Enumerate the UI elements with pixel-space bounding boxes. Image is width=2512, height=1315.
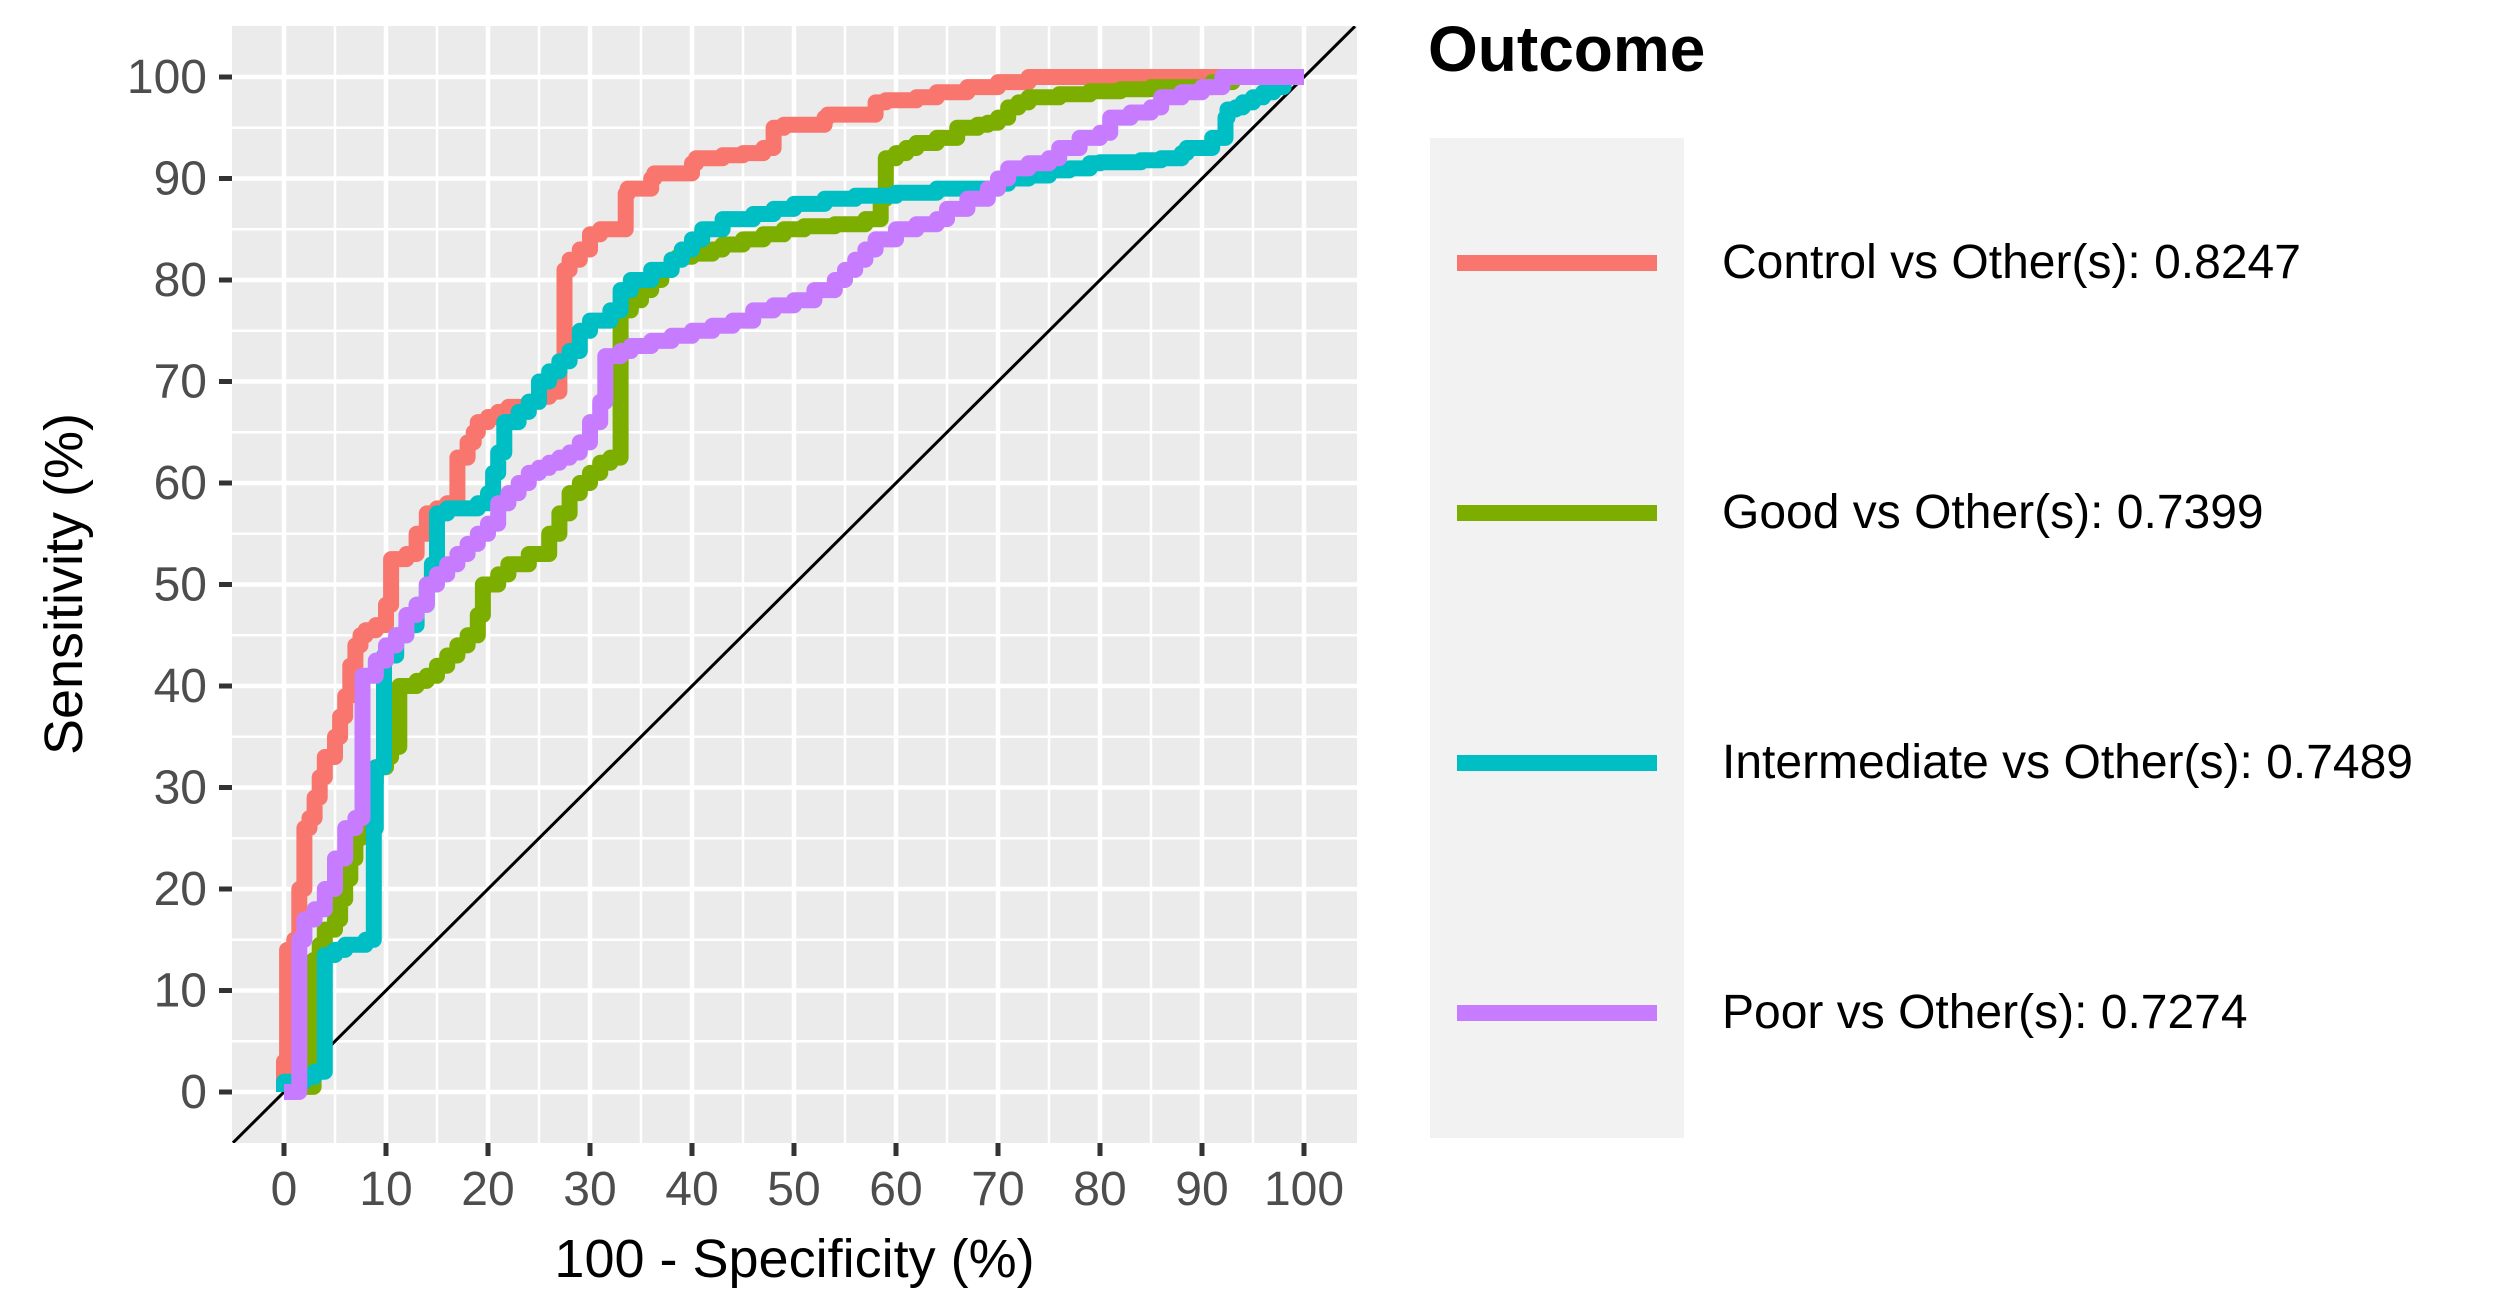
x-axis-title: 100 - Specificity (%) — [554, 1229, 1035, 1289]
y-axis-title: Sensitivity (%) — [34, 412, 94, 756]
roc-curve-poor — [284, 69, 1304, 1100]
y-tick-label: 50 — [154, 559, 207, 612]
reference-diagonal-line — [232, 26, 1357, 1143]
y-tick-label: 70 — [154, 356, 207, 409]
legend-key-line — [1457, 1005, 1657, 1021]
x-tick-label: 70 — [971, 1163, 1024, 1216]
y-tick-label: 40 — [154, 660, 207, 713]
y-tick-label: 10 — [154, 965, 207, 1018]
x-tick-label: 100 — [1264, 1163, 1344, 1216]
y-tick-label: 20 — [154, 863, 207, 916]
legend-entry-label: Control vs Other(s): 0.8247 — [1722, 236, 2301, 289]
legend-entry-label: Intermediate vs Other(s): 0.7489 — [1722, 736, 2413, 789]
x-tick-label: 50 — [767, 1163, 820, 1216]
x-tick-label: 30 — [563, 1163, 616, 1216]
legend-title: Outcome — [1428, 13, 1706, 85]
x-tick-label: 60 — [869, 1163, 922, 1216]
y-tick-label: 80 — [154, 254, 207, 307]
x-tick-label: 20 — [461, 1163, 514, 1216]
y-tick-label: 100 — [127, 51, 207, 104]
roc-curve-control — [276, 69, 1304, 1092]
legend-entry-label: Good vs Other(s): 0.7399 — [1722, 486, 2264, 539]
x-tick-label: 40 — [665, 1163, 718, 1216]
legend-key-line — [1457, 255, 1657, 271]
y-tick-label: 0 — [180, 1066, 207, 1119]
legend-key-line — [1457, 505, 1657, 521]
y-tick-label: 60 — [154, 457, 207, 510]
y-tick-label: 90 — [154, 153, 207, 206]
x-tick-label: 0 — [271, 1163, 298, 1216]
x-tick-label: 80 — [1073, 1163, 1126, 1216]
x-tick-label: 90 — [1175, 1163, 1228, 1216]
legend-key-strip — [1430, 138, 1684, 1138]
legend-entry-label: Poor vs Other(s): 0.7274 — [1722, 986, 2248, 1039]
x-tick-label: 10 — [359, 1163, 412, 1216]
y-tick-label: 30 — [154, 762, 207, 815]
legend-key-line — [1457, 755, 1657, 771]
